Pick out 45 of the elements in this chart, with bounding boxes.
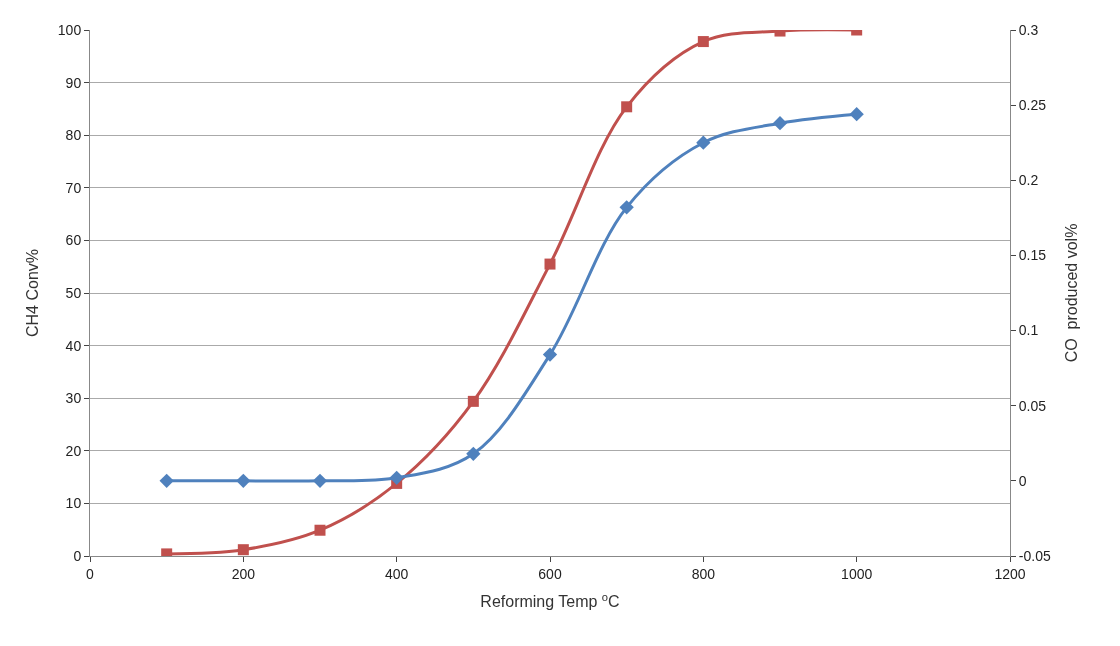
- point: [236, 473, 251, 489]
- x-tick-label: 0: [86, 565, 95, 582]
- point: [697, 36, 709, 48]
- point: [159, 473, 174, 489]
- y-axis-title: CH4 Conv%: [23, 248, 41, 338]
- y2-tick-label: 0.15: [1018, 247, 1047, 264]
- point: [772, 116, 788, 131]
- x-tick-label: 1000: [841, 565, 873, 582]
- y-tick-label: 10: [65, 495, 82, 512]
- y2-tick-label: 0.05: [1018, 397, 1047, 414]
- point: [621, 101, 633, 113]
- y2-tick-label: 0.2: [1018, 172, 1039, 189]
- y2-tick-label: 0.3: [1018, 21, 1039, 38]
- y2-tick-label: 0.25: [1018, 97, 1047, 114]
- point: [696, 135, 711, 150]
- point: [466, 446, 481, 461]
- y2-tick-label: 0.1: [1018, 322, 1039, 339]
- x-tick-label: 400: [384, 565, 409, 582]
- x-tick-label: 1200: [994, 565, 1026, 582]
- point: [237, 544, 249, 556]
- y-tick-label: 30: [65, 390, 82, 407]
- x-axis-title: Reforming Temp $^{o}$C: [480, 590, 620, 611]
- y-tick-label: 0: [73, 547, 82, 564]
- point: [544, 258, 556, 270]
- y-tick-label: 100: [57, 21, 82, 38]
- y-tick-label: 60: [65, 232, 82, 249]
- y-tick-label: 40: [65, 337, 82, 354]
- point: [314, 524, 326, 536]
- y2-tick-label: 0: [1018, 472, 1027, 489]
- y-tick-label: 70: [65, 179, 82, 196]
- point: [542, 347, 558, 362]
- y-tick-label: 50: [65, 284, 82, 301]
- point: [619, 200, 634, 215]
- y-tick-label: 90: [65, 74, 82, 91]
- y-tick-label: 80: [65, 127, 82, 144]
- y2-tick-label: -0.05: [1018, 547, 1051, 564]
- y2-axis-title: CO produced vol%: [1062, 223, 1080, 363]
- x-tick-label: 800: [691, 565, 716, 582]
- point: [312, 473, 328, 489]
- x-tick-label: 600: [538, 565, 562, 582]
- point: [389, 470, 404, 485]
- x-tick-label: 200: [231, 565, 256, 582]
- point: [849, 107, 864, 122]
- y-tick-label: 20: [65, 442, 82, 459]
- point: [467, 395, 479, 407]
